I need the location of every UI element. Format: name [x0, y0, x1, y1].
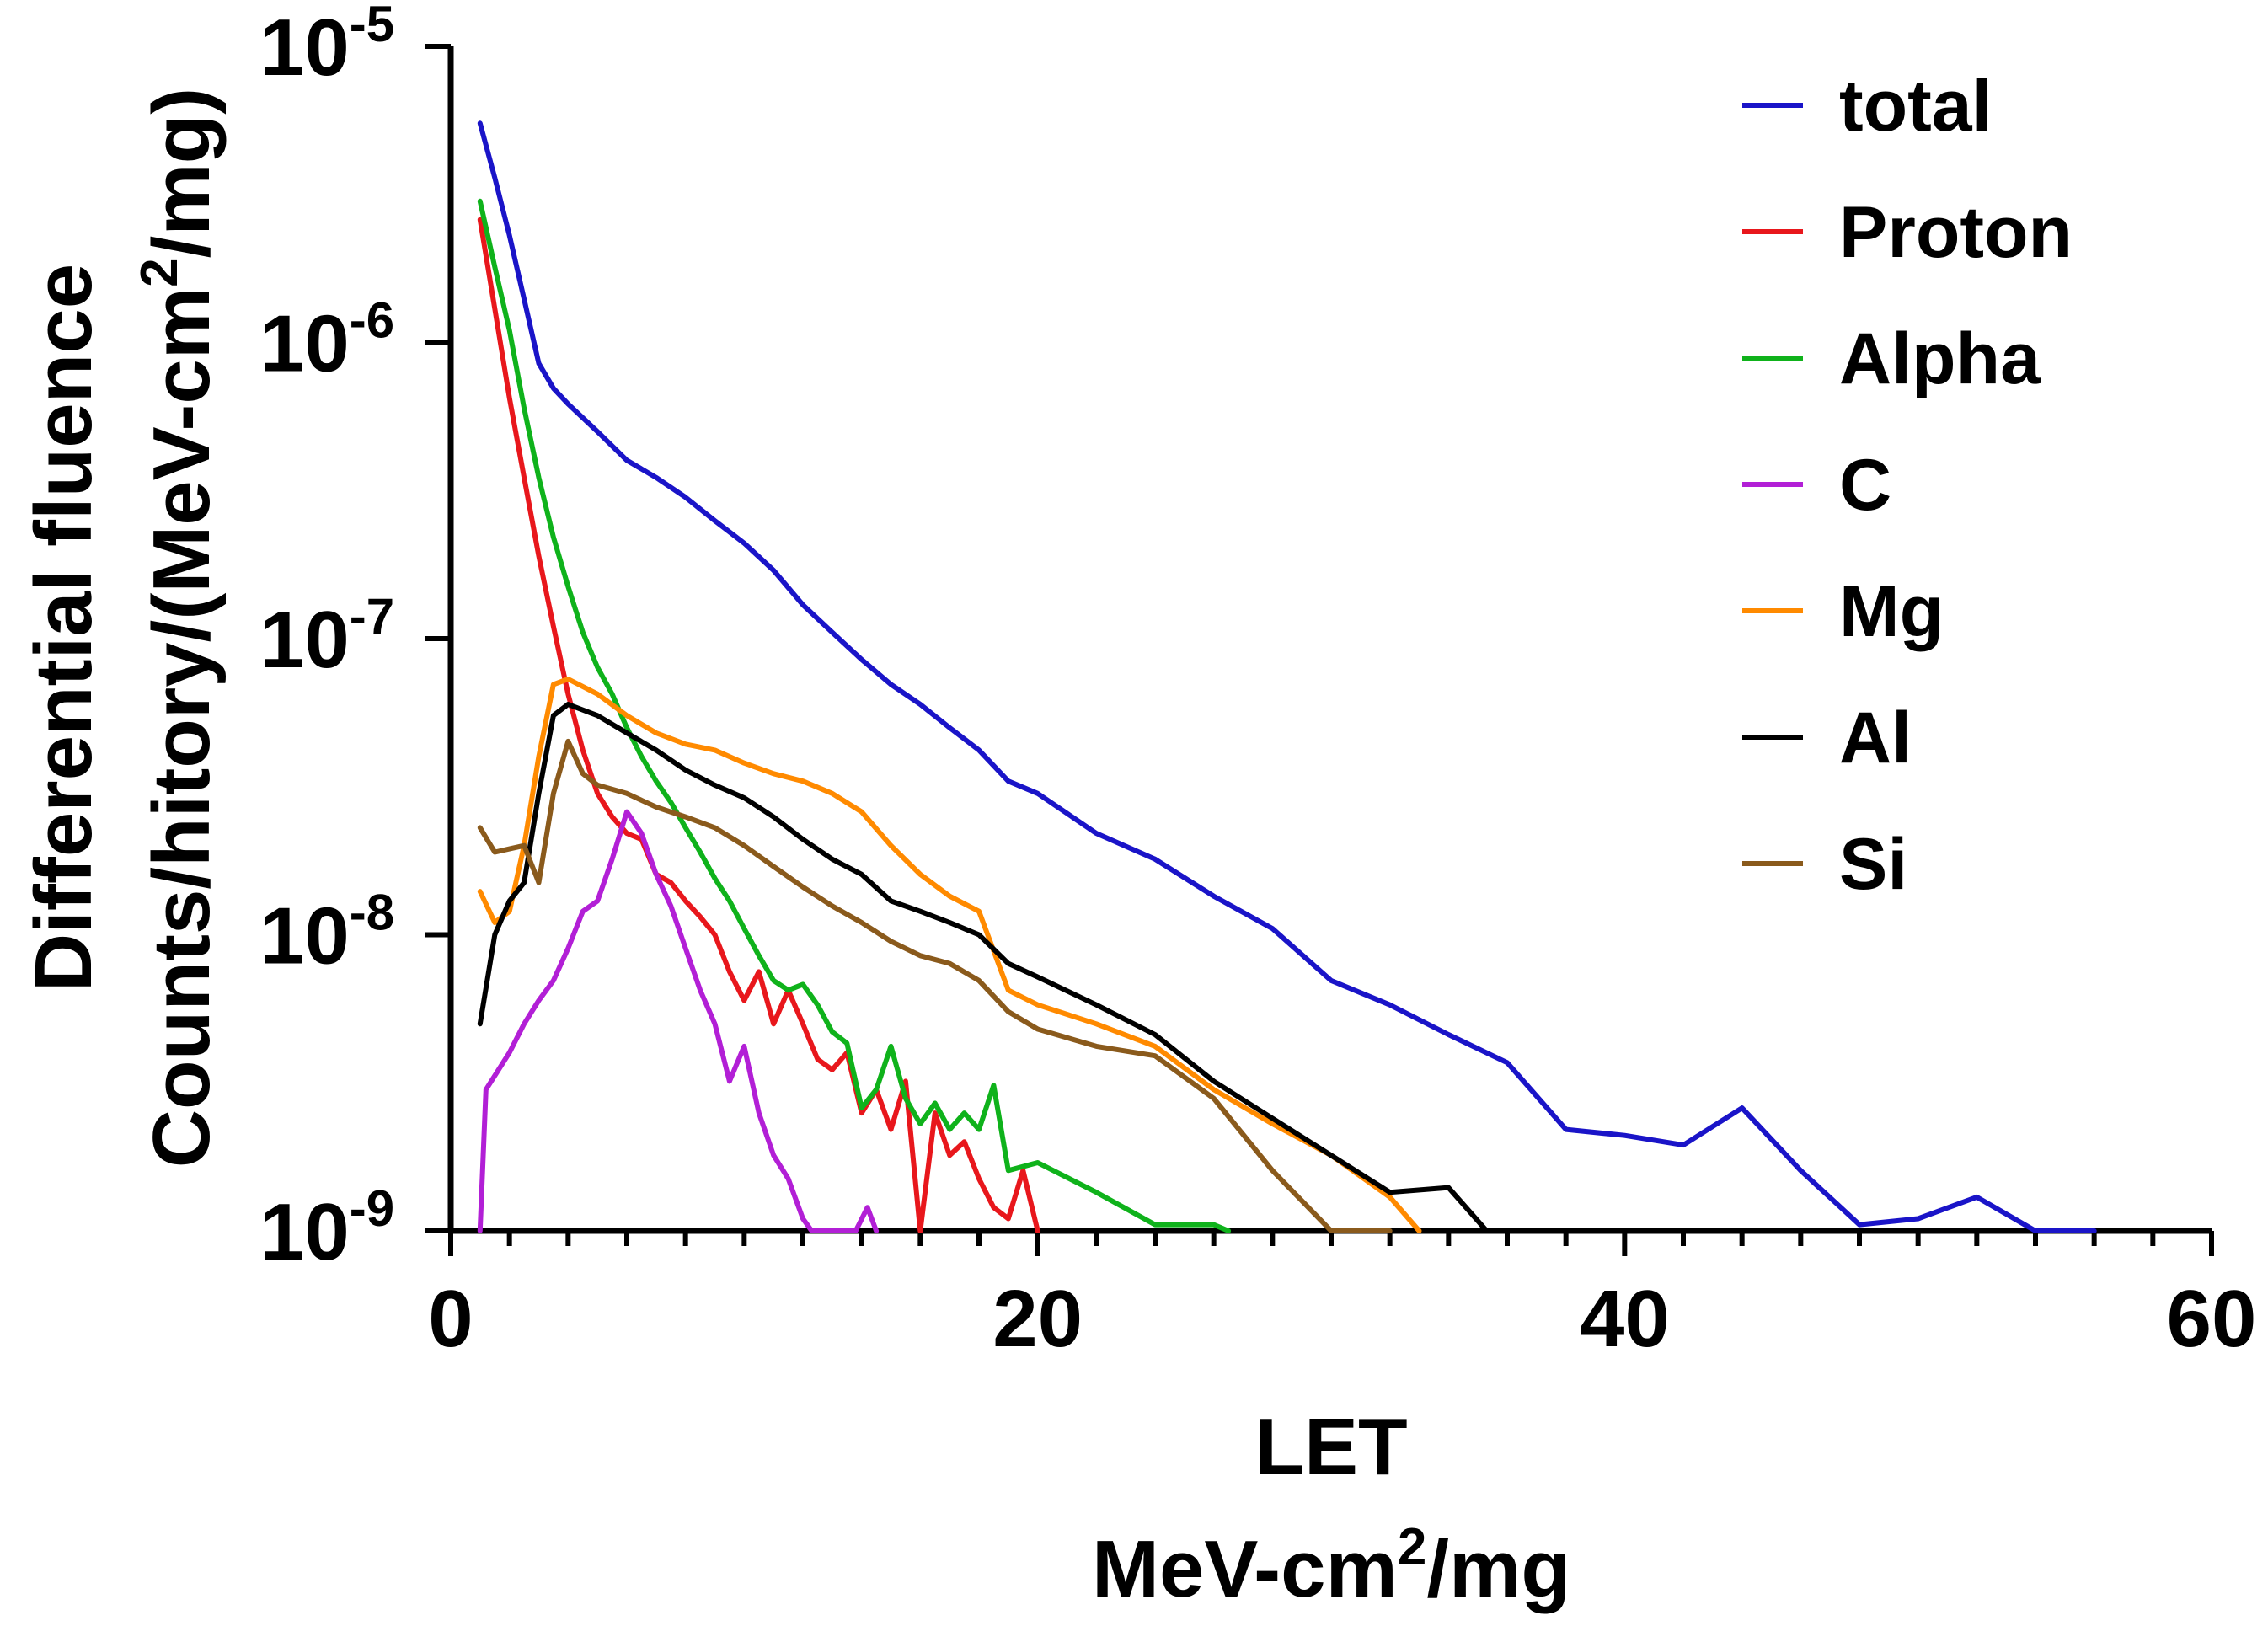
series-line-mg: [477, 677, 1422, 1233]
y-axis-title-line2-sup: 2: [131, 258, 189, 286]
y-axis-title-line2-tail: /mg): [136, 88, 227, 259]
series-lines: [477, 120, 2097, 1233]
legend-label-alpha: Alpha: [1839, 318, 2041, 399]
x-axis-unit-tail: /mg: [1426, 1524, 1570, 1614]
y-tick-label-exp: -7: [350, 588, 394, 645]
y-tick-label-base: 10: [259, 595, 350, 685]
legend-label-total: total: [1839, 66, 1993, 147]
y-tick-label: 10-5: [259, 0, 394, 93]
legend-label-al: Al: [1839, 698, 1912, 778]
y-tick-label: 10-9: [259, 1180, 394, 1277]
y-tick-label-base: 10: [259, 3, 350, 93]
legend: total Proton Alpha C Mg Al Si: [1742, 66, 2073, 905]
series-line-alpha: [477, 198, 1232, 1233]
legend-label-c: C: [1839, 445, 1891, 526]
y-tick-label-base: 10: [259, 891, 350, 981]
y-tick-label: 10-8: [259, 885, 394, 981]
series-line-proton: [477, 217, 1040, 1233]
y-axis-title-line1: Differential fluence: [19, 264, 109, 992]
y-axis-title-line2: Counts/hitory/(MeV-cm2/mg): [131, 88, 227, 1169]
x-axis-unit-sup: 2: [1398, 1518, 1426, 1576]
legend-label-mg: Mg: [1839, 571, 1944, 652]
y-axis-title-line2-base: Counts/hitory/(MeV-cm: [136, 287, 227, 1168]
ticks: [425, 44, 2214, 1256]
x-axis-title: LET: [1254, 1402, 1407, 1492]
x-axis-unit-base: MeV-cm: [1092, 1524, 1398, 1614]
x-tick-label: 40: [1580, 1274, 1670, 1364]
y-tick-label-exp: -8: [350, 885, 394, 941]
x-tick-label: 0: [428, 1274, 473, 1364]
y-tick-label-exp: -5: [350, 0, 394, 52]
y-tick-label: 10-7: [259, 588, 394, 685]
legend-label-proton: Proton: [1839, 192, 2073, 273]
legend-label-si: Si: [1839, 824, 1907, 905]
y-tick-label-exp: -6: [350, 292, 394, 349]
x-tick-label: 60: [2167, 1274, 2257, 1364]
series-line-si: [477, 738, 1393, 1233]
y-tick-label-exp: -9: [350, 1180, 394, 1237]
series-line-total: [477, 120, 2097, 1233]
y-tick-label-base: 10: [259, 299, 350, 389]
x-tick-label: 20: [992, 1274, 1083, 1364]
y-tick-label-base: 10: [259, 1187, 350, 1277]
series-line-c: [477, 809, 880, 1233]
series-line-al: [477, 702, 1490, 1233]
x-axis-unit: MeV-cm2/mg: [1092, 1518, 1570, 1614]
y-tick-label: 10-6: [259, 292, 394, 389]
